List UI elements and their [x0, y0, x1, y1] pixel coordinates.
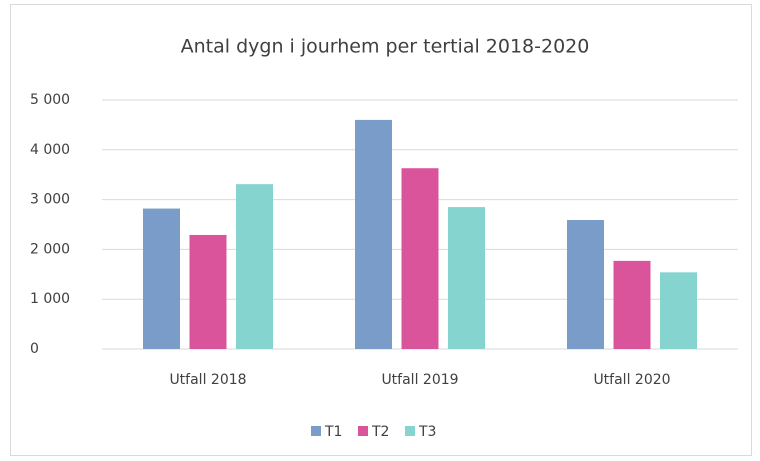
x-tick-label: Utfall 2019 [381, 372, 458, 388]
legend-label: T1 [324, 424, 342, 440]
legend-swatch [358, 426, 368, 436]
y-tick-label: 5 000 [30, 92, 70, 108]
bar [355, 119, 392, 349]
x-tick-label: Utfall 2018 [169, 372, 246, 388]
bar [401, 168, 439, 349]
bar [189, 234, 227, 349]
legend-label: T2 [371, 424, 389, 440]
legend-swatch [405, 426, 415, 436]
legend-label: T3 [418, 424, 436, 440]
y-tick-label: 2 000 [30, 241, 70, 257]
legend-swatch [311, 426, 321, 436]
chart-title: Antal dygn i jourhem per tertial 2018-20… [181, 36, 590, 58]
y-tick-label: 3 000 [30, 192, 70, 208]
bar [448, 207, 485, 349]
bar [613, 260, 651, 349]
y-tick-label: 4 000 [30, 142, 70, 158]
y-tick-label: 1 000 [30, 291, 70, 307]
bar [660, 272, 697, 349]
bar [567, 220, 604, 349]
x-tick-label: Utfall 2020 [593, 372, 670, 388]
bar [236, 184, 273, 349]
y-tick-label: 0 [30, 341, 39, 357]
bar [143, 208, 180, 349]
